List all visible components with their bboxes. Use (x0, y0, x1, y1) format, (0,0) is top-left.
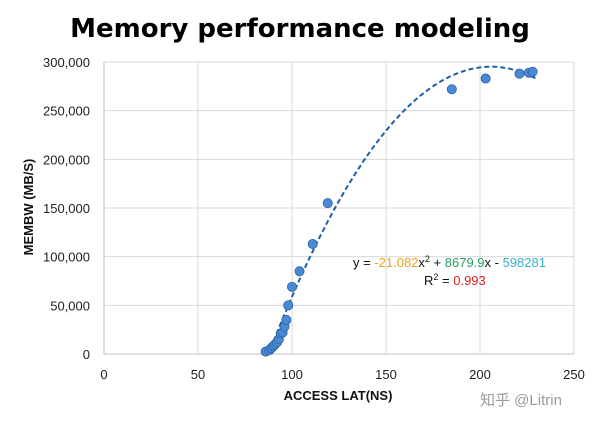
x-tick-label: 50 (191, 367, 205, 382)
y-tick-label: 300,000 (43, 55, 90, 70)
y-tick-label: 200,000 (43, 152, 90, 167)
eq-coef-c: 598281 (503, 255, 546, 270)
y-tick-labels: 0 50,000 100,000 150,000 200,000 250,000 300,0… (43, 55, 90, 362)
eq-x2-sup: 2 (425, 254, 430, 264)
trendline (265, 65, 537, 355)
grid (104, 61, 575, 354)
data-point (286, 281, 297, 292)
data-point (307, 239, 318, 250)
data-point (527, 66, 538, 77)
eq-bx: x (485, 255, 492, 270)
y-axis-label: MEMBW (MB/S) (21, 159, 36, 256)
watermark: 知乎 @Litrin (480, 392, 562, 409)
x-tick-label: 150 (375, 367, 397, 382)
r2-value: 0.993 (453, 273, 486, 288)
r2-prefix: R (424, 273, 433, 288)
eq-prefix: y = (353, 255, 374, 270)
data-points (260, 66, 538, 357)
r-squared: R2 = 0.993 (424, 272, 486, 288)
y-tick-label: 150,000 (43, 201, 90, 216)
y-tick-label: 100,000 (43, 250, 90, 265)
axes (103, 62, 574, 355)
x-tick-label: 200 (469, 367, 491, 382)
data-point (480, 73, 491, 84)
data-point (294, 266, 305, 277)
trendline-equation: y = -21.082x2 + 8679.9x - 598281 (353, 254, 546, 270)
eq-sep: - (491, 255, 503, 270)
r2-eq: = (438, 273, 453, 288)
chart-title: Memory performance modeling (70, 14, 530, 44)
x-tick-label: 100 (281, 367, 303, 382)
eq-coef-a: -21.082 (374, 255, 418, 270)
data-point (322, 198, 333, 209)
eq-plus: + (430, 255, 445, 270)
r2-sup: 2 (433, 272, 438, 282)
y-tick-label: 50,000 (50, 298, 90, 313)
y-tick-label: 0 (83, 347, 90, 362)
y-tick-label: 250,000 (43, 104, 90, 119)
eq-x2: x (418, 255, 425, 270)
x-tick-label: 250 (563, 367, 585, 382)
x-tick-labels: 0 50 100 150 200 250 (100, 367, 584, 382)
data-point (514, 68, 525, 79)
data-point (281, 314, 292, 325)
data-point (446, 84, 457, 95)
x-axis-label: ACCESS LAT(NS) (284, 388, 393, 403)
eq-coef-b: 8679.9 (445, 255, 485, 270)
x-tick-label: 0 (100, 367, 107, 382)
data-point (283, 300, 294, 311)
